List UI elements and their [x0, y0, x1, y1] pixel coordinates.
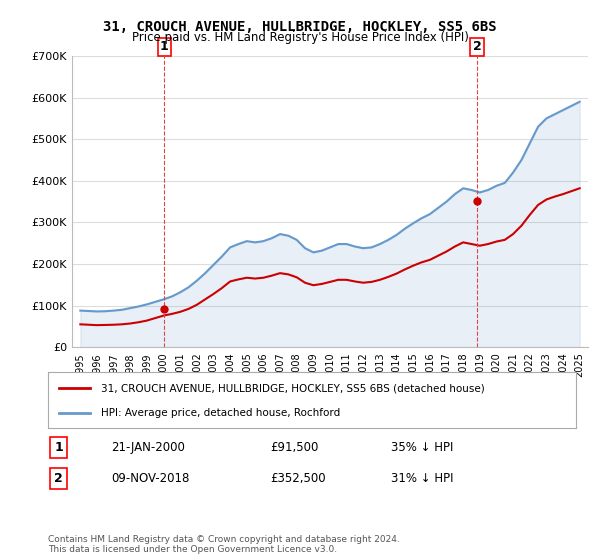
Text: Price paid vs. HM Land Registry's House Price Index (HPI): Price paid vs. HM Land Registry's House …: [131, 31, 469, 44]
Text: 2: 2: [54, 472, 63, 486]
Text: 2: 2: [473, 40, 482, 53]
Text: 09-NOV-2018: 09-NOV-2018: [112, 472, 190, 486]
Text: 1: 1: [160, 40, 169, 53]
Text: 21-JAN-2000: 21-JAN-2000: [112, 441, 185, 454]
Text: Contains HM Land Registry data © Crown copyright and database right 2024.
This d: Contains HM Land Registry data © Crown c…: [48, 535, 400, 554]
Text: 1: 1: [54, 441, 63, 454]
Text: 31, CROUCH AVENUE, HULLBRIDGE, HOCKLEY, SS5 6BS: 31, CROUCH AVENUE, HULLBRIDGE, HOCKLEY, …: [103, 20, 497, 34]
Text: 35% ↓ HPI: 35% ↓ HPI: [391, 441, 454, 454]
Text: 31% ↓ HPI: 31% ↓ HPI: [391, 472, 454, 486]
Text: £352,500: £352,500: [270, 472, 325, 486]
Text: £91,500: £91,500: [270, 441, 318, 454]
Text: 31, CROUCH AVENUE, HULLBRIDGE, HOCKLEY, SS5 6BS (detached house): 31, CROUCH AVENUE, HULLBRIDGE, HOCKLEY, …: [101, 383, 485, 393]
Text: HPI: Average price, detached house, Rochford: HPI: Average price, detached house, Roch…: [101, 408, 340, 418]
